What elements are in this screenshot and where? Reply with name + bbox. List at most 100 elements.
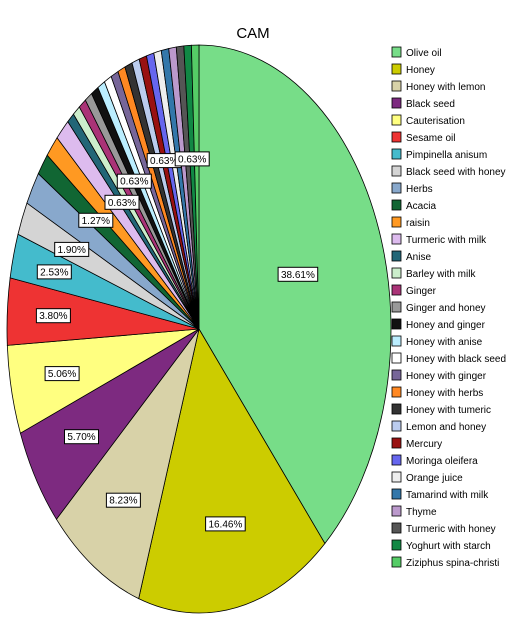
legend-item-honey-with-anise: Honey with anise	[391, 335, 483, 348]
legend-label: Ginger	[406, 286, 437, 297]
legend-item-thyme: Thyme	[391, 505, 437, 518]
pie-slice-olive-oil	[198, 44, 392, 545]
legend-swatch	[391, 148, 402, 160]
legend-label: Tamarind with milk	[406, 490, 489, 501]
legend-item-ginger-and-honey: Ginger and honey	[391, 301, 486, 314]
legend-item-honey-and-ginger: Honey and ginger	[391, 318, 486, 331]
data-label-text: 1.27%	[82, 216, 110, 227]
legend-label: Ziziphus spina-christi	[406, 558, 499, 569]
pie-slices	[6, 44, 392, 614]
pie-slice-honey-with-lemon	[55, 328, 200, 600]
legend-label: Mercury	[406, 439, 442, 450]
legend-item-herbs: Herbs	[391, 182, 433, 195]
legend-label: Pimpinella anisum	[406, 150, 487, 161]
data-label-text: 3.80%	[39, 311, 67, 322]
legend-label: Thyme	[406, 507, 437, 518]
pie-slice-ziziphus-spina-christi	[190, 44, 200, 330]
legend-item-lemon-and-honey: Lemon and honey	[391, 420, 486, 433]
legend-swatch	[391, 131, 402, 143]
legend-item-anise: Anise	[391, 250, 431, 263]
legend-swatch	[391, 539, 402, 551]
legend-swatch	[391, 97, 402, 109]
legend-label: Acacia	[406, 201, 436, 212]
legend-label: Moringa oleifera	[406, 456, 478, 467]
legend-swatch	[391, 80, 402, 92]
legend-swatch	[391, 301, 402, 313]
data-label-honey-with-lemon: 8.23%	[105, 492, 141, 508]
legend-label: Herbs	[406, 184, 433, 195]
data-label-text: 5.06%	[48, 369, 76, 380]
legend-swatch	[391, 182, 402, 194]
legend-label: Black seed with honey	[406, 167, 506, 178]
legend-swatch	[391, 250, 402, 262]
legend-item-tamarind-with-milk: Tamarind with milk	[391, 488, 489, 501]
legend-item-olive-oil: Olive oil	[391, 46, 442, 59]
legend-label: Ginger and honey	[406, 303, 486, 314]
data-label-acacia: 1.27%	[78, 212, 114, 228]
legend-swatch	[391, 386, 402, 398]
legend-label: raisin	[406, 218, 430, 229]
legend-swatch	[391, 335, 402, 347]
legend-item-barley-with-milk: Barley with milk	[391, 267, 476, 280]
legend-item-honey-with-black-seed: Honey with black seed	[391, 352, 506, 365]
legend-item-acacia: Acacia	[391, 199, 436, 212]
data-label-honey: 16.46%	[205, 516, 246, 532]
legend-item-honey: Honey	[391, 63, 435, 76]
legend-label: Honey	[406, 65, 435, 76]
legend-label: Turmeric with milk	[406, 235, 487, 246]
legend-label: Honey with tumeric	[406, 405, 491, 416]
data-label-text: 8.23%	[109, 496, 137, 507]
legend-swatch	[391, 556, 402, 568]
legend-label: Sesame oil	[406, 133, 455, 144]
legend-item-sesame-oil: Sesame oil	[391, 131, 455, 144]
data-label-text: 0.63%	[108, 198, 136, 209]
data-label-black-seed-with-honey: 1.90%	[54, 241, 90, 257]
legend-label: Honey with anise	[406, 337, 483, 348]
legend-swatch	[391, 488, 402, 500]
legend-swatch	[391, 437, 402, 449]
data-label-text: 0.63%	[120, 177, 148, 188]
legend-item-ziziphus-spina-christi: Ziziphus spina-christi	[391, 556, 499, 569]
data-label-box	[116, 173, 152, 189]
data-label-box	[36, 264, 72, 280]
legend: Olive oil Honey Honey with lemon Black seed…	[391, 46, 506, 569]
legend-item-honey-with-ginger: Honey with ginger	[391, 369, 487, 382]
data-label-black-seed: 5.70%	[64, 429, 99, 445]
legend-swatch	[391, 352, 402, 364]
legend-swatch	[391, 369, 402, 381]
data-label-box	[78, 212, 114, 228]
legend-item-moringa-oleifera: Moringa oleifera	[391, 454, 478, 467]
legend-item-honey-with-herbs: Honey with herbs	[391, 386, 483, 399]
data-label-mercury: 0.63%	[146, 153, 182, 169]
data-label-text: 5.70%	[67, 432, 95, 443]
data-label-box	[105, 492, 141, 508]
legend-label: Lemon and honey	[406, 422, 486, 433]
legend-label: Honey with lemon	[406, 82, 485, 93]
data-label-text: 2.53%	[40, 267, 68, 278]
data-label-text: 16.46%	[208, 519, 242, 530]
data-label-box	[205, 516, 246, 532]
data-label-box	[44, 366, 80, 382]
legend-swatch	[391, 318, 402, 330]
data-label-box	[64, 429, 99, 445]
legend-item-orange-juice: Orange juice	[391, 471, 463, 484]
legend-item-honey-with-lemon: Honey with lemon	[391, 80, 485, 93]
legend-swatch	[391, 454, 402, 466]
data-label-anise: 0.63%	[104, 194, 140, 210]
data-label-text: 38.61%	[281, 270, 315, 281]
data-label-box	[54, 241, 90, 257]
data-label-sesame-oil: 3.80%	[35, 308, 71, 324]
data-label-text: 0.63%	[178, 154, 206, 165]
pie-slice-honey	[138, 327, 326, 614]
data-label-box	[35, 308, 71, 324]
data-labels: 38.61% 16.46% 8.23% 5.70% 5.06% 3.80% 2.53% 1.9…	[35, 151, 319, 532]
legend-swatch	[391, 216, 402, 228]
legend-swatch	[391, 199, 402, 211]
legend-item-honey-with-tumeric: Honey with tumeric	[391, 403, 491, 416]
legend-item-mercury: Mercury	[391, 437, 442, 450]
legend-label: Olive oil	[406, 48, 442, 59]
legend-label: Barley with milk	[406, 269, 476, 280]
data-label-pimpinella-anisum: 2.53%	[36, 264, 72, 280]
legend-swatch	[391, 267, 402, 279]
